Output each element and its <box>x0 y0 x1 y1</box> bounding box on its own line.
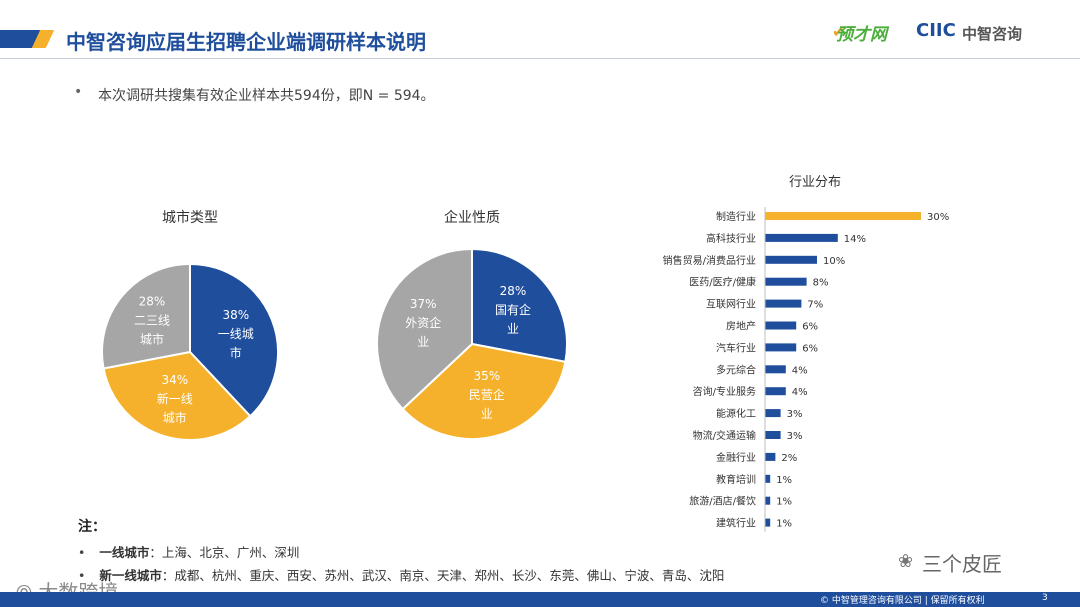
bar-value-label: 6% <box>802 322 818 333</box>
note-heading: 注： <box>78 519 106 535</box>
pie-category-label: 城市 <box>140 332 164 347</box>
bar <box>765 474 771 483</box>
bar-value-label: 1% <box>776 497 792 508</box>
bar <box>765 365 786 374</box>
bar-category-label: 制造行业 <box>716 210 756 223</box>
bar-category-label: 教育培训 <box>716 473 756 486</box>
pie-slice <box>102 350 252 441</box>
bar <box>765 431 781 439</box>
pie-category-label: 城市 <box>163 410 187 425</box>
bar-value-label: 6% <box>802 343 818 354</box>
bar-value-label: 30% <box>927 212 949 223</box>
bar-category-label: 金融行业 <box>716 451 756 464</box>
note-key: 一线城市 <box>99 545 150 560</box>
bar-value-label: 10% <box>823 256 845 267</box>
pie-slice <box>376 247 473 411</box>
bar <box>765 387 786 396</box>
note-row-new-tier1: • 新一线城市：成都、杭州、重庆、西安、苏州、武汉、南京、天津、郑州、长沙、东莞、… <box>78 565 724 584</box>
wechat-icon: ❀ <box>898 551 914 572</box>
bar-category-label: 房地产 <box>726 320 756 333</box>
bar-value-label: 3% <box>787 431 803 442</box>
bar-value-label: 1% <box>776 519 792 530</box>
bar <box>765 321 797 330</box>
pie-value-label: 28% <box>139 295 166 309</box>
page-title: 中智咨询应届生招聘企业端调研样本说明 <box>66 30 426 54</box>
sample-description: 本次调研共搜集有效企业样本共594份，即N = 594。 <box>98 88 435 104</box>
bar <box>765 255 817 264</box>
bar-category-label: 物流/交通运输 <box>693 429 756 442</box>
pie-value-label: 28% <box>500 284 527 298</box>
bar-category-label: 高科技行业 <box>706 232 756 245</box>
pie-category-label: 业 <box>481 407 493 421</box>
bullet-icon: • <box>78 545 86 560</box>
bar <box>765 343 797 352</box>
bar <box>765 409 781 418</box>
footer-bar <box>0 592 1080 607</box>
header-divider <box>0 58 1080 59</box>
wechat-watermark: 三个皮匠 <box>922 552 1002 576</box>
bar-category-label: 咨询/专业服务 <box>693 385 756 398</box>
page-number: 3 <box>1042 593 1048 603</box>
bar-value-label: 1% <box>776 475 792 486</box>
ciic-logo-cn: 中智咨询 <box>962 25 1023 43</box>
pie-slice <box>401 342 567 440</box>
note-row-tier1: • 一线城市：上海、北京、广州、深圳 <box>78 542 299 561</box>
bar-value-label: 3% <box>787 409 803 420</box>
pie-category-label: 市 <box>230 345 242 360</box>
pie-category-label: 业 <box>507 322 519 336</box>
bar-category-label: 能源化工 <box>716 407 756 420</box>
bar <box>765 233 838 242</box>
bar <box>765 496 771 505</box>
bar-value-label: 8% <box>813 278 829 289</box>
bar-category-label: 医药/医疗/健康 <box>689 276 756 289</box>
note-value: ：成都、杭州、重庆、西安、苏州、武汉、南京、天津、郑州、长沙、东莞、佛山、宁波、… <box>161 568 725 583</box>
bar-value-label: 4% <box>792 387 808 398</box>
bar <box>765 212 921 220</box>
bar <box>765 299 802 308</box>
pie-value-label: 38% <box>222 308 249 322</box>
pie-category-label: 二三线 <box>134 314 170 328</box>
bar <box>765 452 776 461</box>
note-key: 新一线城市 <box>99 568 162 583</box>
pie-title: 企业性质 <box>444 209 500 226</box>
bar-value-label: 7% <box>807 300 823 311</box>
pie-category-label: 国有企 <box>495 302 531 317</box>
pie-value-label: 35% <box>473 369 500 383</box>
check-logo-icon: ✔ <box>832 22 846 41</box>
pie-category-label: 业 <box>417 335 429 349</box>
bar-category-label: 汽车行业 <box>716 341 756 354</box>
pie-value-label: 34% <box>161 373 188 387</box>
ciic-logo: CIIC <box>916 20 956 41</box>
bar-category-label: 建筑行业 <box>716 517 756 530</box>
bar-value-label: 4% <box>792 365 808 376</box>
bar-category-label: 旅游/酒店/餐饮 <box>689 495 756 508</box>
bar-value-label: 2% <box>781 453 797 464</box>
bar-category-label: 互联网行业 <box>706 298 756 311</box>
header-accent-blue <box>0 30 40 48</box>
pie-slice <box>101 262 191 370</box>
note-value: ：上海、北京、广州、深圳 <box>149 545 300 560</box>
yucai-logo: 预才网 <box>836 25 887 45</box>
bar-chart-title: 行业分布 <box>789 175 841 190</box>
pie-value-label: 37% <box>410 297 437 311</box>
bar-category-label: 多元综合 <box>716 363 756 376</box>
copyright-text: © 中智管理咨询有限公司 | 保留所有权利 <box>820 596 985 606</box>
pie-category-label: 一线城 <box>218 327 254 341</box>
bullet-icon: • <box>78 568 86 583</box>
pie-title: 城市类型 <box>162 209 218 226</box>
pie-category-label: 外资企 <box>405 315 441 330</box>
pie-category-label: 民营企 <box>469 387 505 402</box>
pie-slice <box>471 247 568 363</box>
bar <box>765 277 807 286</box>
bar-category-label: 销售贸易/消费品行业 <box>663 254 756 267</box>
bullet-icon: • <box>74 84 83 100</box>
pie-category-label: 新一线 <box>157 391 193 406</box>
bar-value-label: 14% <box>844 234 866 245</box>
pie-slice <box>189 262 279 418</box>
bar <box>765 518 771 527</box>
